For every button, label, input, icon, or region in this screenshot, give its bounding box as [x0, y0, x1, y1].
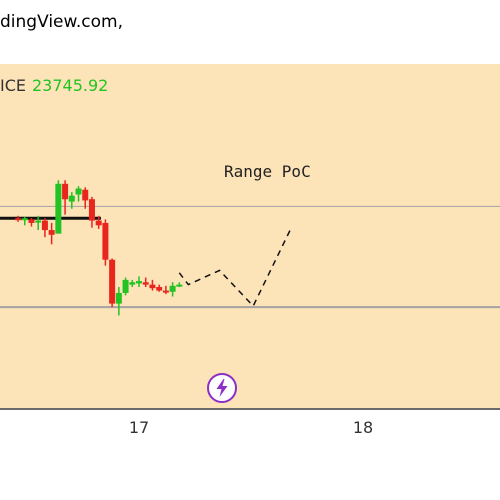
candle-body: [82, 189, 89, 201]
candle-body: [162, 290, 169, 293]
candle-body: [136, 281, 142, 284]
time-axis-line: [0, 408, 500, 410]
price-value: 23745.92: [32, 76, 109, 95]
chart-panel[interactable]: [0, 64, 500, 409]
candle-body: [115, 292, 122, 304]
lightning-bolt-icon: [216, 379, 228, 397]
candle-body: [142, 282, 149, 285]
price-label: ICE: [0, 76, 26, 95]
candle-body: [68, 195, 75, 202]
lightning-bolt-badge[interactable]: [207, 373, 237, 403]
candle-body: [176, 284, 183, 287]
candle-body: [62, 183, 69, 200]
candle-body: [102, 222, 109, 260]
candle-body: [122, 279, 129, 293]
candle-body: [28, 219, 35, 223]
candle-body: [35, 220, 42, 223]
candle-body: [88, 199, 95, 221]
header-text: dingView.com,: [0, 12, 123, 32]
candle-body: [129, 282, 136, 285]
candle-body: [95, 220, 102, 226]
candle-body: [109, 259, 116, 304]
candle-body: [156, 287, 163, 291]
range-poc-label: Range PoC: [224, 162, 311, 181]
candle-body: [169, 285, 176, 292]
projection-path: [178, 227, 292, 308]
x-tick-label: 18: [352, 418, 374, 437]
candle-body: [55, 183, 62, 234]
candle-body: [15, 218, 22, 221]
x-tick-label: 17: [128, 418, 150, 437]
candle-body: [48, 230, 55, 235]
candle-body: [21, 218, 28, 221]
candle-body: [149, 284, 156, 289]
candle-body: [41, 220, 48, 231]
candle-body: [75, 188, 82, 195]
